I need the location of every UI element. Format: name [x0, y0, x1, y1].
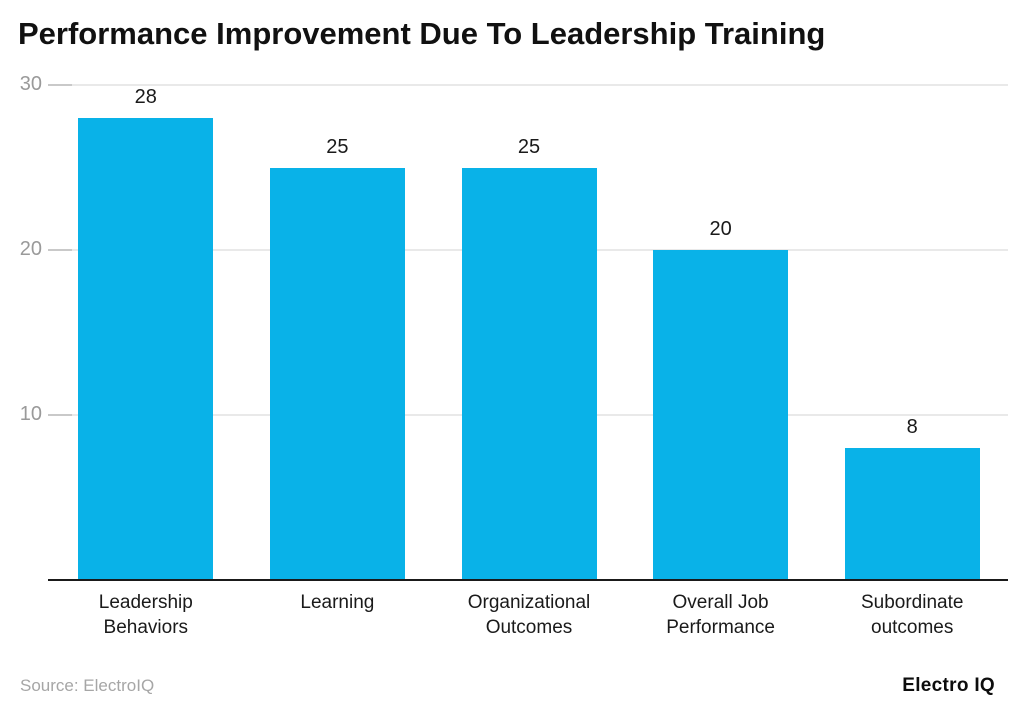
x-axis-label: Leadership Behaviors — [98, 592, 193, 638]
x-axis-label: Learning — [300, 592, 375, 613]
bar-5 — [844, 448, 980, 580]
bar-value-label: 20 — [709, 218, 732, 240]
bar-4 — [653, 250, 789, 580]
bar-value-label: 25 — [517, 135, 541, 158]
y-tick-mark — [48, 414, 72, 416]
bar-2 — [269, 167, 405, 580]
y-tick-label: 20 — [19, 238, 42, 260]
chart-title: Performance Improvement Due To Leadershi… — [18, 16, 826, 51]
y-tick-label: 10 — [19, 403, 42, 425]
x-axis-line — [48, 579, 1008, 581]
bar-value-label: 25 — [326, 135, 349, 158]
source-text: Source: ElectroIQ — [20, 676, 155, 695]
bar-3 — [461, 167, 597, 580]
y-tick-mark — [48, 249, 72, 251]
x-axis-label: Organizational Outcomes — [467, 592, 591, 638]
y-tick-mark — [48, 84, 72, 86]
y-tick-label: 30 — [19, 73, 42, 95]
gridline-30 — [48, 84, 1008, 86]
x-axis-category-labels: Leadership Behaviors Learning Organization… — [50, 590, 1008, 654]
y-axis-tick-labels: 10 20 30 — [0, 73, 42, 580]
plot-area: 28 25 25 20 8 — [48, 84, 1008, 580]
brand-logo: Electro IQ — [902, 675, 995, 696]
bar-value-label: 28 — [134, 86, 157, 108]
x-axis-label: Overall Job Performance — [666, 592, 775, 638]
bar-1 — [78, 118, 214, 580]
bar-value-label: 8 — [906, 416, 918, 438]
x-axis-label: Subordinate outcomes — [860, 592, 964, 638]
